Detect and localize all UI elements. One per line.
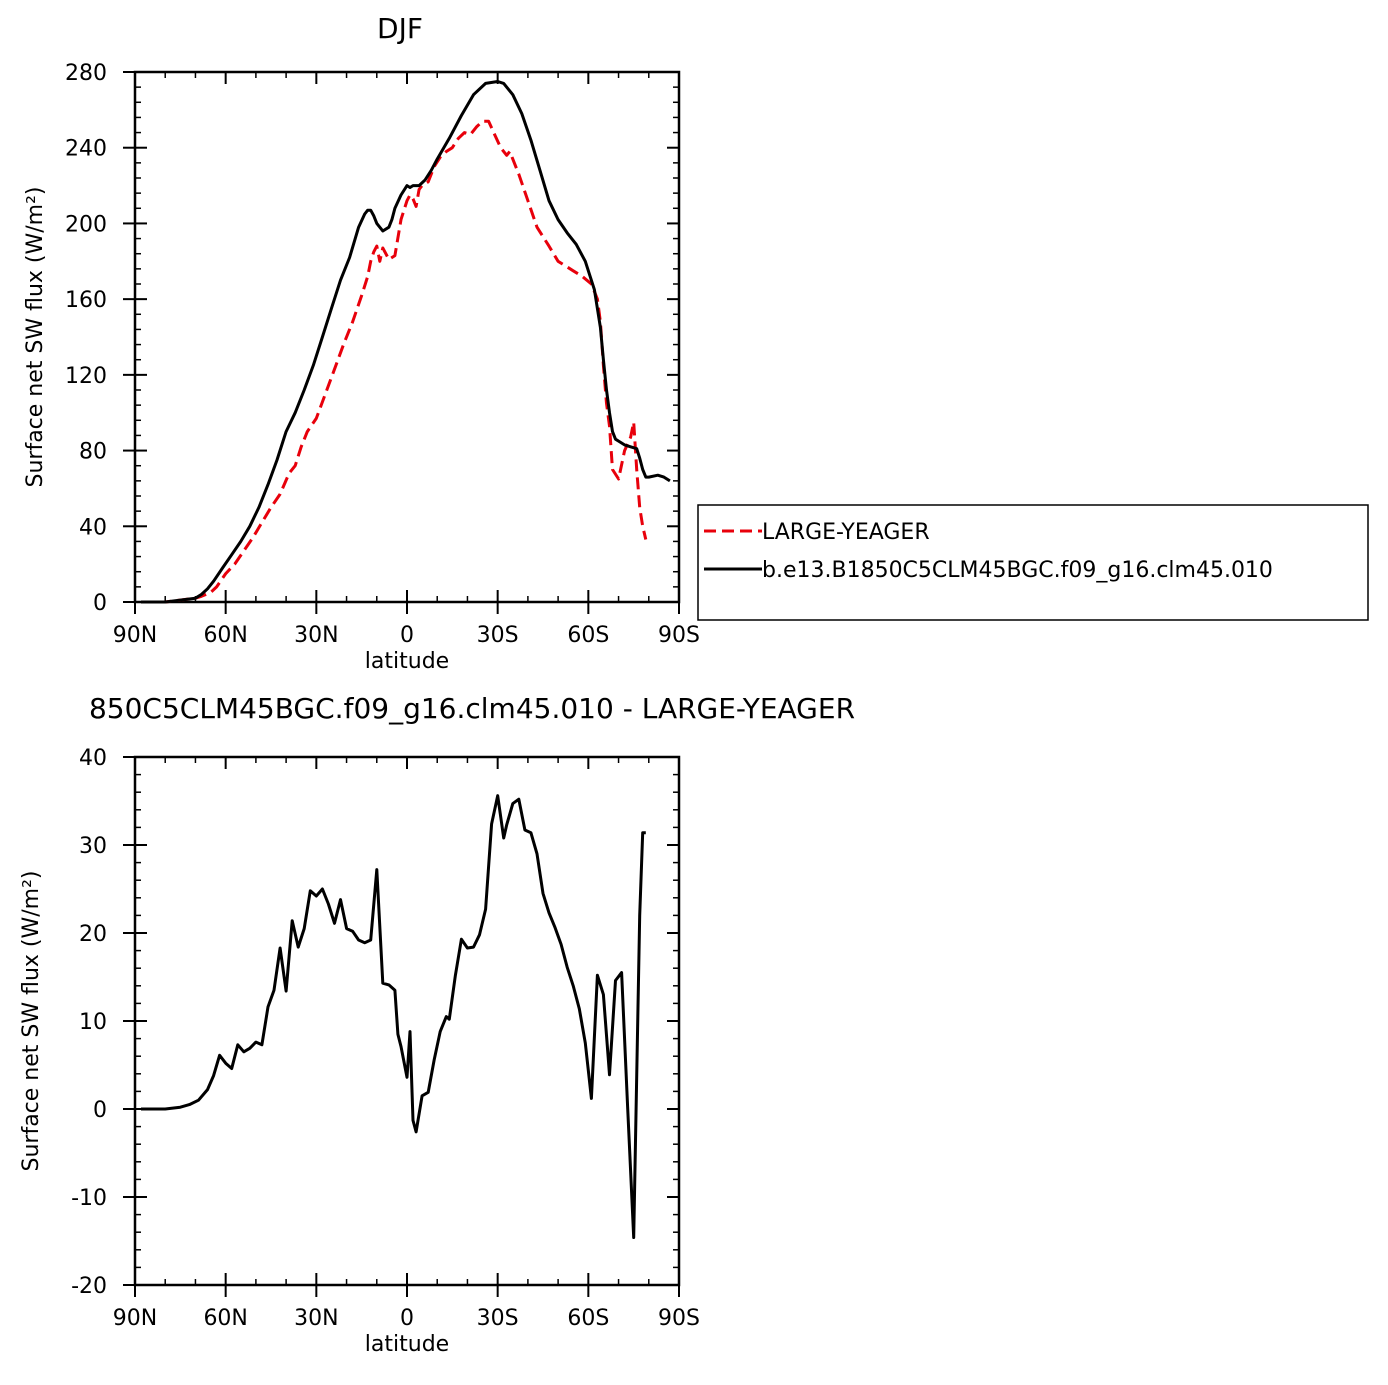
x-tick-label: 60S xyxy=(567,623,609,648)
y-tick-label: -10 xyxy=(71,1186,107,1211)
plot-frame xyxy=(133,70,681,604)
top-panel-djf-flux: 90N 60N 30N 0 30S 60S 90S 0 40 80 120 160 200 240 280 D… xyxy=(23,12,1369,674)
y-tick-label: 120 xyxy=(65,364,107,389)
y-tick-label: 30 xyxy=(79,834,107,859)
x-tick-label: 30N xyxy=(294,1306,338,1331)
x-tick-label: 90S xyxy=(658,623,700,648)
x-tick-label: 60N xyxy=(203,623,247,648)
y-tick-label: 200 xyxy=(65,212,107,237)
x-axis-label: latitude xyxy=(365,649,449,674)
x-tick-label: 0 xyxy=(400,1306,414,1331)
x-tick-label: 60S xyxy=(567,1306,609,1331)
x-tick-label: 0 xyxy=(400,623,414,648)
x-tick-label: 90S xyxy=(658,1306,700,1331)
legend-label-0: LARGE-YEAGER xyxy=(762,520,930,545)
x-axis-label: latitude xyxy=(365,1332,449,1357)
chart-title: DJF xyxy=(377,12,423,45)
y-tick-label: 20 xyxy=(79,922,107,947)
y-axis-label: Surface net SW flux (W/m²) xyxy=(19,870,44,1171)
chart-title: 850C5CLM45BGC.f09_g16.clm45.010 - LARGE-… xyxy=(89,692,855,725)
y-tick-label: 40 xyxy=(79,515,107,540)
y-tick-label: 160 xyxy=(65,288,107,313)
y-tick-label: 0 xyxy=(93,591,107,616)
x-tick-label: 30S xyxy=(477,1306,519,1331)
series-line-1 xyxy=(141,80,671,604)
legend: LARGE-YEAGER b.e13.B1850C5CLM45BGC.f09_g1… xyxy=(697,504,1369,621)
y-tick-label: 80 xyxy=(79,440,107,465)
series-line-0 xyxy=(141,119,648,604)
y-tick-label: 0 xyxy=(93,1098,107,1123)
y-tick-label: 40 xyxy=(79,746,107,771)
x-tick-label: 90N xyxy=(113,1306,157,1331)
y-tick-label: -20 xyxy=(71,1274,107,1299)
y-axis-label: Surface net SW flux (W/m²) xyxy=(23,186,48,487)
y-tick-label: 10 xyxy=(79,1010,107,1035)
x-tick-label: 60N xyxy=(203,1306,247,1331)
legend-box xyxy=(697,504,1369,621)
plot-frame xyxy=(133,755,681,1287)
y-tick-label: 280 xyxy=(65,61,107,86)
series-line-0 xyxy=(141,794,646,1239)
x-tick-label: 30S xyxy=(477,623,519,648)
legend-label-1: b.e13.B1850C5CLM45BGC.f09_g16.clm45.010 xyxy=(762,558,1273,583)
x-tick-label: 30N xyxy=(294,623,338,648)
y-tick-label: 240 xyxy=(65,137,107,162)
x-tick-label: 90N xyxy=(113,623,157,648)
bottom-panel-flux-difference: 90N 60N 30N 0 30S 60S 90S -20 -10 0 10 20 30 40 850C5C… xyxy=(19,692,855,1357)
